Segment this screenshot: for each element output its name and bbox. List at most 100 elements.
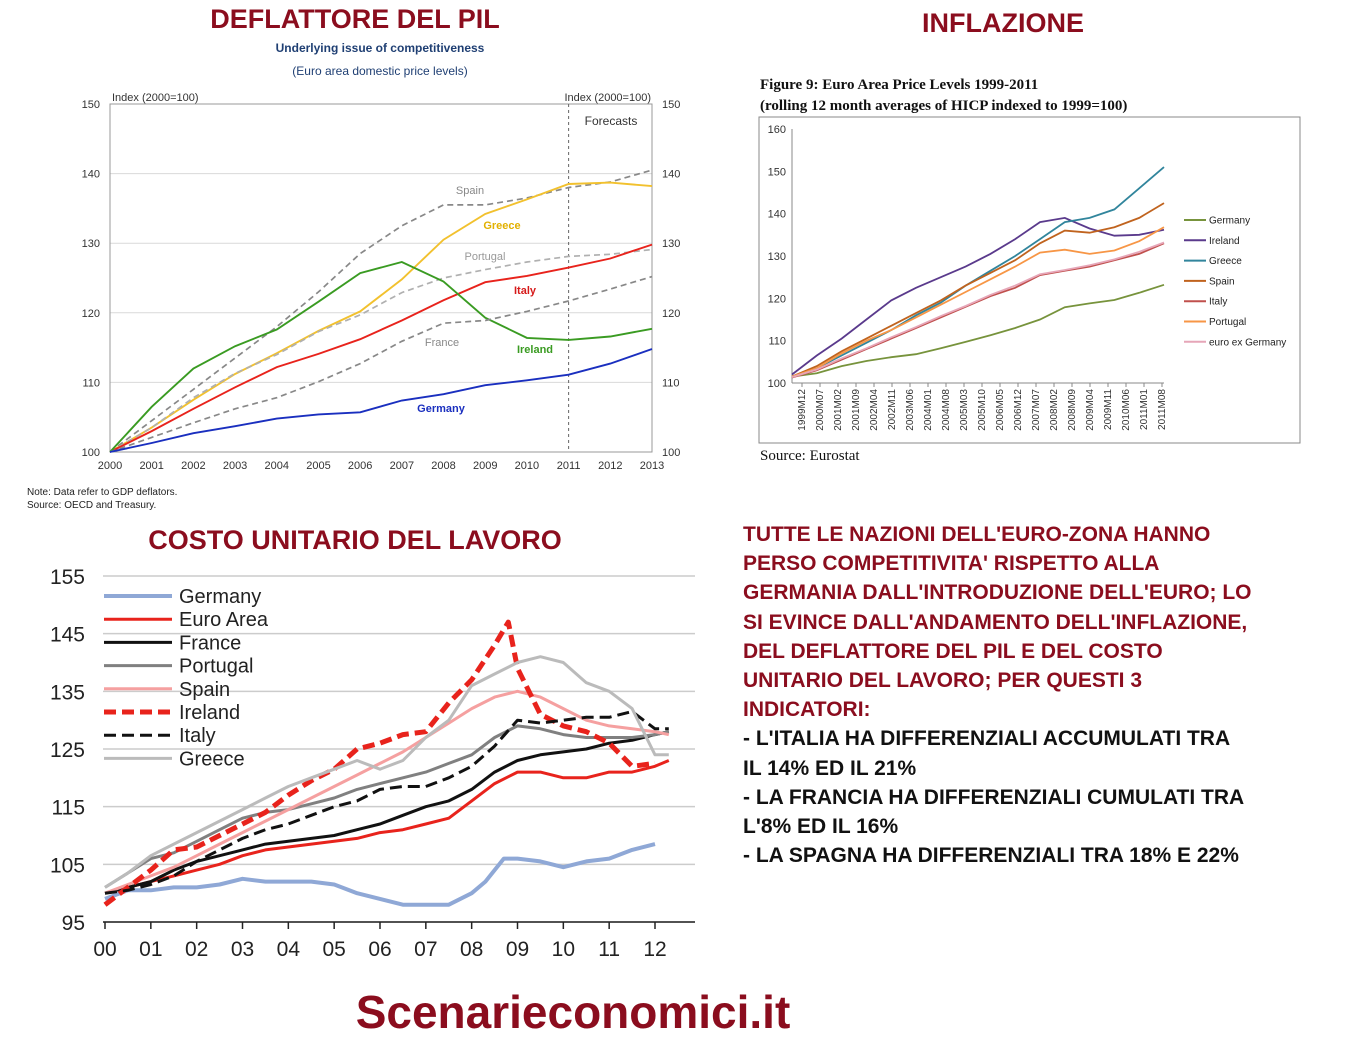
legend-label-euro-ex-germany: euro ex Germany — [1209, 337, 1286, 348]
series-line-italy — [104, 710, 669, 895]
x-tick-label: 2011M08 — [1157, 389, 1168, 430]
x-tick-label: 2010 — [515, 460, 539, 472]
legend-label-italy: Italy — [179, 725, 216, 747]
y-tick-label-right: 140 — [662, 169, 680, 181]
deflator-chart-subtitle: Underlying issue of competitiveness — [275, 41, 485, 55]
x-tick-label: 2001 — [139, 460, 163, 472]
x-tick-label: 2003 — [223, 460, 247, 472]
legend-label-greece: Greece — [1209, 256, 1242, 267]
y-tick-label-left: 130 — [82, 238, 100, 250]
x-tick-label: 2007M07 — [1031, 389, 1042, 431]
deflator-chart-note: Note: Data refer to GDP deflators. — [27, 487, 178, 498]
commentary-point-line: - LA SPAGNA HA DIFFERENZIALI TRA 18% E 2… — [743, 844, 1239, 868]
series-line-portugal — [104, 724, 670, 889]
x-tick-label: 2004 — [265, 460, 289, 472]
x-tick-label: 2009 — [473, 460, 497, 472]
deflator-section-title: DEFLATTORE DEL PIL — [210, 4, 500, 34]
y-tick-label: 140 — [768, 209, 786, 221]
x-tick-label: 2011 — [557, 460, 581, 472]
x-tick-label: 05 — [322, 938, 345, 961]
deflator-chart-subtitle-2: (Euro area domestic price levels) — [292, 64, 468, 78]
x-tick-label: 11 — [598, 938, 620, 961]
series-label-germany: Germany — [417, 403, 466, 415]
plot-frame — [109, 103, 653, 453]
x-tick-label: 12 — [643, 938, 666, 961]
commentary-point-line: IL 14% ED IL 21% — [743, 756, 917, 780]
x-tick-label: 2000 — [98, 460, 122, 472]
y-tick-label-left: 140 — [82, 169, 100, 181]
x-tick-label: 2010M06 — [1121, 389, 1132, 431]
series-line-germany — [104, 842, 656, 907]
series-line-france — [104, 730, 670, 895]
series-line-ireland — [103, 619, 656, 907]
series-label-greece: Greece — [483, 220, 520, 232]
series-line-germany — [109, 348, 653, 453]
x-tick-label: 06 — [368, 938, 391, 961]
legend-label-spain: Spain — [179, 679, 230, 701]
x-tick-label: 2001M02 — [833, 389, 844, 431]
x-tick-label: 08 — [460, 938, 483, 961]
x-tick-label: 2011M01 — [1139, 389, 1150, 430]
x-tick-label: 2008 — [431, 460, 455, 472]
x-tick-label: 2002 — [181, 460, 205, 472]
y-tick-label-left: 110 — [82, 377, 100, 389]
y-tick-label-right: 130 — [662, 238, 680, 250]
x-tick-label: 03 — [231, 938, 254, 961]
commentary-text: TUTTE LE NAZIONI DELL'EURO-ZONA HANNO PE… — [743, 520, 1343, 870]
inflation-figure-title: Figure 9: Euro Area Price Levels 1999-20… — [760, 77, 1039, 93]
series-line-greece — [109, 181, 653, 453]
forecast-annotation: Forecasts — [585, 114, 638, 128]
x-tick-label: 07 — [414, 938, 437, 961]
commentary-intro-line: GERMANIA DALL'INTRODUZIONE DELL'EURO; LO — [743, 581, 1252, 605]
legend-label-ireland: Ireland — [1209, 236, 1240, 247]
x-tick-label: 00 — [93, 938, 116, 961]
y-tick-label-right: 100 — [662, 447, 680, 459]
x-tick-label: 2006M05 — [995, 389, 1006, 431]
series-line-ireland — [791, 216, 1165, 376]
x-tick-label: 2009M11 — [1103, 389, 1114, 430]
commentary-intro-line: TUTTE LE NAZIONI DELL'EURO-ZONA HANNO — [743, 523, 1211, 546]
x-tick-label: 2013 — [640, 460, 664, 472]
y-tick-label: 105 — [50, 854, 85, 877]
series-label-portugal: Portugal — [465, 251, 506, 263]
x-tick-label: 09 — [506, 938, 529, 961]
legend-label-france: France — [179, 632, 241, 654]
y-tick-label-right: 110 — [662, 377, 680, 389]
x-tick-label: 2004M01 — [923, 389, 934, 431]
y-tick-label: 115 — [52, 797, 85, 820]
series-line-greece — [104, 655, 669, 889]
legend-label-spain: Spain — [1209, 276, 1235, 287]
x-tick-label: 2005M03 — [959, 389, 970, 431]
commentary-point-line: L'8% ED IL 16% — [743, 815, 899, 839]
inflation-figure-source: Source: Eurostat — [760, 448, 860, 464]
x-tick-label: 2004M08 — [941, 389, 952, 431]
x-tick-label: 2001M09 — [851, 389, 862, 431]
legend-label-greece: Greece — [179, 748, 245, 770]
y-tick-label: 100 — [768, 378, 786, 390]
series-line-greece — [791, 166, 1165, 378]
commentary-intro-line: DEL DEFLATTORE DEL PIL E DEL COSTO — [743, 639, 1163, 663]
x-tick-label: 2012 — [598, 460, 622, 472]
series-label-spain: Spain — [456, 185, 484, 197]
legend-label-portugal: Portugal — [179, 656, 254, 678]
y-tick-label-left: 100 — [82, 447, 100, 459]
x-tick-label: 10 — [552, 938, 575, 961]
y-tick-label: 110 — [768, 336, 786, 348]
x-tick-label: 2005 — [306, 460, 330, 472]
y-axis-label-left: Index (2000=100) — [112, 92, 199, 104]
deflator-chart: 100 100 110 110 120 120 130 130 140 140 150 150 2000… — [82, 92, 681, 472]
x-tick-label: 2008M09 — [1067, 389, 1078, 431]
y-tick-label-left: 150 — [82, 99, 100, 111]
series-line-spain — [791, 202, 1165, 378]
commentary-intro-line: SI EVINCE DALL'ANDAMENTO DELL'INFLAZIONE… — [743, 610, 1248, 634]
site-brand: Scenarieconomici.it — [355, 986, 791, 1038]
commentary-point-line: - LA FRANCIA HA DIFFERENZIALI CUMULATI T… — [743, 785, 1245, 809]
x-tick-label: 2008M02 — [1049, 389, 1060, 431]
x-tick-label: 2002M11 — [887, 389, 898, 430]
y-tick-label: 160 — [768, 124, 786, 136]
x-tick-label: 01 — [139, 938, 162, 961]
x-tick-label: 04 — [277, 938, 301, 961]
series-line-euro-ex-germany — [791, 241, 1165, 378]
y-tick-label: 125 — [50, 739, 85, 762]
x-tick-label: 2003M06 — [905, 389, 916, 431]
